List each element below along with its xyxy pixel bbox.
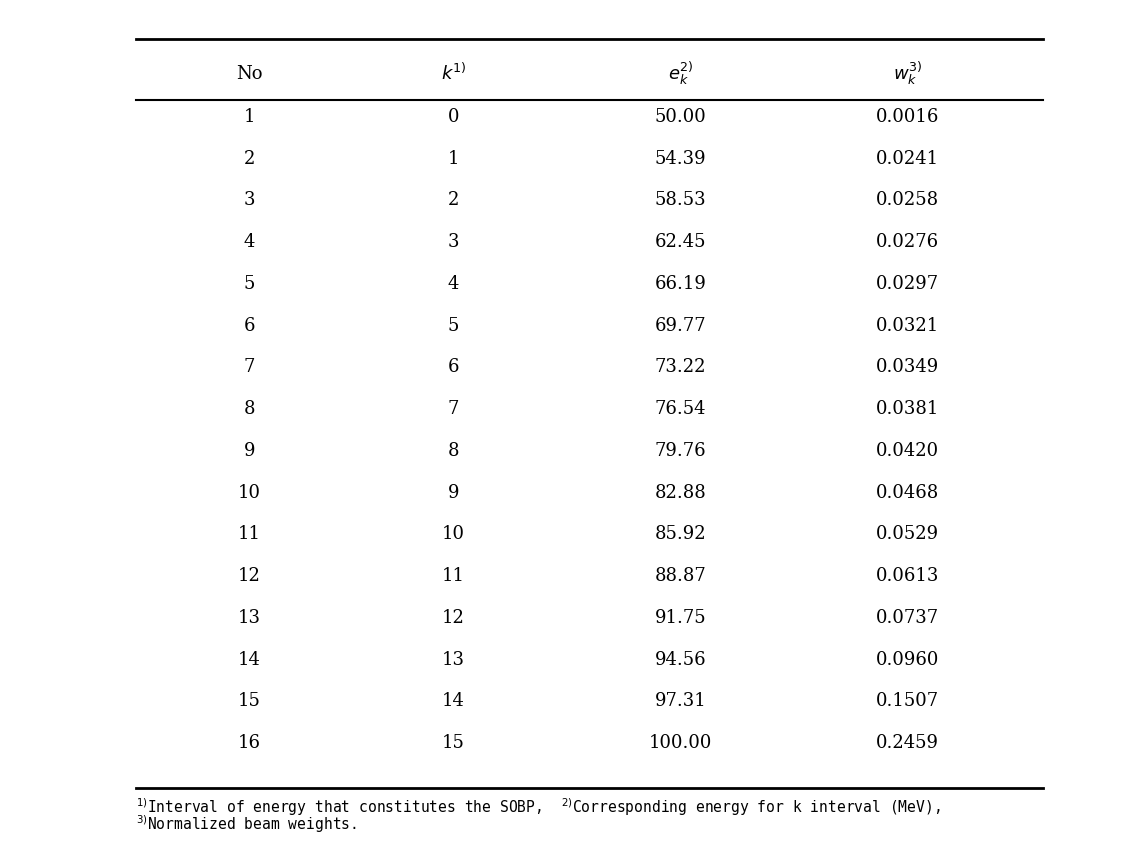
Text: 66.19: 66.19 xyxy=(654,275,706,293)
Text: 62.45: 62.45 xyxy=(654,233,706,251)
Text: 13: 13 xyxy=(442,650,465,669)
Text: 0.0613: 0.0613 xyxy=(875,567,939,585)
Text: 15: 15 xyxy=(238,692,261,710)
Text: $^{3)}$Normalized beam weights.: $^{3)}$Normalized beam weights. xyxy=(136,813,357,836)
Text: 79.76: 79.76 xyxy=(654,442,706,460)
Text: 13: 13 xyxy=(238,609,261,627)
Text: 0: 0 xyxy=(448,108,459,126)
Text: 0.0420: 0.0420 xyxy=(875,442,939,460)
Text: 0.0321: 0.0321 xyxy=(875,317,939,334)
Text: $^{1)}$Interval of energy that constitutes the SOBP,  $^{2)}$Corresponding energ: $^{1)}$Interval of energy that constitut… xyxy=(136,796,940,818)
Text: 0.0737: 0.0737 xyxy=(875,609,939,627)
Text: 5: 5 xyxy=(244,275,255,293)
Text: 82.88: 82.88 xyxy=(654,483,706,501)
Text: 14: 14 xyxy=(238,650,261,669)
Text: No: No xyxy=(236,65,263,82)
Text: 0.0381: 0.0381 xyxy=(875,400,939,418)
Text: 2: 2 xyxy=(448,191,459,210)
Text: 100.00: 100.00 xyxy=(649,734,712,752)
Text: 0.0016: 0.0016 xyxy=(875,108,939,126)
Text: 2: 2 xyxy=(244,150,255,168)
Text: 3: 3 xyxy=(448,233,459,251)
Text: 0.0529: 0.0529 xyxy=(875,526,939,543)
Text: 1: 1 xyxy=(448,150,459,168)
Text: 97.31: 97.31 xyxy=(654,692,706,710)
Text: 9: 9 xyxy=(244,442,255,460)
Text: 3: 3 xyxy=(244,191,255,210)
Text: 8: 8 xyxy=(244,400,255,418)
Text: 91.75: 91.75 xyxy=(654,609,706,627)
Text: 0.0297: 0.0297 xyxy=(875,275,939,293)
Text: $w_k^{3)}$: $w_k^{3)}$ xyxy=(892,60,922,87)
Text: 50.00: 50.00 xyxy=(654,108,706,126)
Text: 58.53: 58.53 xyxy=(654,191,706,210)
Text: 6: 6 xyxy=(244,317,255,334)
Text: 11: 11 xyxy=(238,526,261,543)
Text: 0.0960: 0.0960 xyxy=(875,650,939,669)
Text: 9: 9 xyxy=(448,483,459,501)
Text: 7: 7 xyxy=(244,359,255,377)
Text: 10: 10 xyxy=(442,526,465,543)
Text: 94.56: 94.56 xyxy=(654,650,706,669)
Text: 54.39: 54.39 xyxy=(654,150,706,168)
Text: 85.92: 85.92 xyxy=(654,526,706,543)
Text: 4: 4 xyxy=(244,233,255,251)
Text: 0.0276: 0.0276 xyxy=(875,233,939,251)
Text: 69.77: 69.77 xyxy=(654,317,706,334)
Text: 10: 10 xyxy=(238,483,261,501)
Text: 0.0258: 0.0258 xyxy=(875,191,939,210)
Text: 0.0241: 0.0241 xyxy=(875,150,939,168)
Text: 88.87: 88.87 xyxy=(654,567,706,585)
Text: 1: 1 xyxy=(244,108,255,126)
Text: 76.54: 76.54 xyxy=(654,400,706,418)
Text: 0.0468: 0.0468 xyxy=(875,483,939,501)
Text: 12: 12 xyxy=(442,609,465,627)
Text: 73.22: 73.22 xyxy=(654,359,706,377)
Text: 8: 8 xyxy=(448,442,459,460)
Text: 11: 11 xyxy=(442,567,465,585)
Text: 12: 12 xyxy=(238,567,261,585)
Text: $k^{1)}$: $k^{1)}$ xyxy=(441,63,466,84)
Text: 0.1507: 0.1507 xyxy=(875,692,939,710)
Text: 7: 7 xyxy=(448,400,459,418)
Text: 4: 4 xyxy=(448,275,459,293)
Text: 0.2459: 0.2459 xyxy=(875,734,939,752)
Text: $e_k^{2)}$: $e_k^{2)}$ xyxy=(668,60,693,87)
Text: 16: 16 xyxy=(238,734,261,752)
Text: 14: 14 xyxy=(442,692,465,710)
Text: 15: 15 xyxy=(442,734,465,752)
Text: 5: 5 xyxy=(448,317,459,334)
Text: 0.0349: 0.0349 xyxy=(875,359,939,377)
Text: 6: 6 xyxy=(448,359,459,377)
